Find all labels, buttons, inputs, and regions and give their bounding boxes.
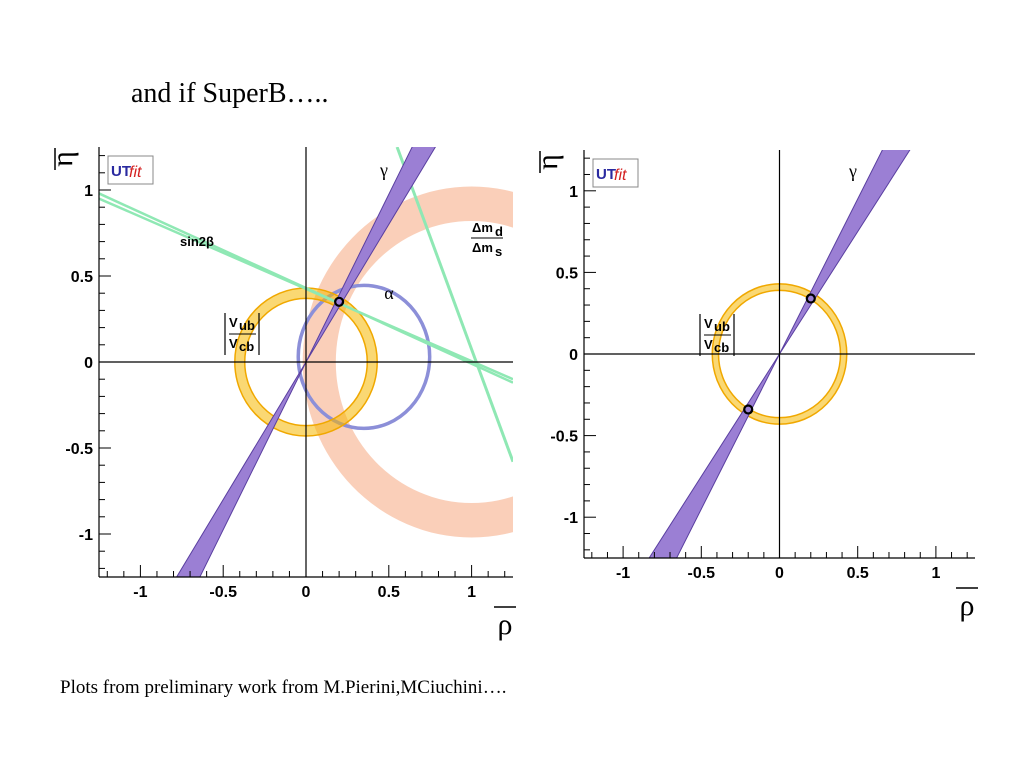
vub-ring-outer xyxy=(234,287,378,437)
gamma-band xyxy=(176,361,307,577)
x-tick-label: -0.5 xyxy=(688,565,716,582)
x-tick-label: 0.5 xyxy=(847,565,869,582)
y-tick-label: 0 xyxy=(84,355,93,372)
x-tick-label: 0 xyxy=(302,584,311,601)
logo-box xyxy=(592,158,639,188)
x-tick-label: 1 xyxy=(931,565,940,582)
sin2beta-line xyxy=(99,192,513,384)
vub-ring-inner xyxy=(717,289,842,419)
y-tick-label: 0 xyxy=(569,347,578,364)
gamma-band xyxy=(305,147,436,363)
logo-box xyxy=(107,155,154,185)
fit-point xyxy=(805,293,816,304)
vcb-label-v: V xyxy=(229,336,238,351)
sin2beta-line xyxy=(395,147,513,463)
x-tick-label: -1 xyxy=(133,584,147,601)
fit-point xyxy=(334,296,345,307)
vcb-label-v: V xyxy=(704,337,713,352)
dm-label-bot: Δm xyxy=(472,240,493,255)
vub-label-v: V xyxy=(704,316,713,331)
dm-ring xyxy=(302,186,513,538)
y-tick-label: 1 xyxy=(84,183,93,200)
logo-fit-text: fit xyxy=(614,167,627,184)
plot-area xyxy=(648,150,911,558)
x-axis-label: ρ xyxy=(960,589,975,622)
alpha-label: α xyxy=(384,283,394,303)
vcb-label-sub: cb xyxy=(239,339,254,354)
logo-fit-text: fit xyxy=(129,164,142,181)
vub-ring-outer xyxy=(711,283,848,425)
sin2beta-line xyxy=(99,197,513,381)
logo-ut-text: UT xyxy=(596,166,616,183)
y-tick-label: 0.5 xyxy=(71,269,93,286)
y-tick-label: -0.5 xyxy=(65,441,93,458)
x-axis-label: ρ xyxy=(498,608,513,641)
plot-area xyxy=(99,147,513,577)
dm-label-sub-d: d xyxy=(495,224,503,239)
gamma-label: γ xyxy=(379,160,388,180)
y-tick-label: 0.5 xyxy=(556,265,578,282)
vcb-label-sub: cb xyxy=(714,340,729,355)
vub-ring xyxy=(712,283,847,425)
x-tick-label: 0.5 xyxy=(378,584,400,601)
x-tick-label: 1 xyxy=(467,584,476,601)
vub-ring-inner xyxy=(243,297,369,427)
slide-title: and if SuperB….. xyxy=(131,78,329,109)
slide-footer: Plots from preliminary work from M.Pieri… xyxy=(60,677,507,698)
x-tick-label: -0.5 xyxy=(209,584,237,601)
vub-ring xyxy=(234,288,378,436)
y-tick-label: 1 xyxy=(569,184,578,201)
y-tick-label: -0.5 xyxy=(550,429,578,446)
vub-label-sub: ub xyxy=(714,319,730,334)
vub-label-sub: ub xyxy=(239,318,255,333)
gamma-label: γ xyxy=(848,161,857,181)
logo-ut-text: UT xyxy=(111,163,131,180)
vub-label-v: V xyxy=(229,315,238,330)
dm-label-top: Δm xyxy=(472,220,493,235)
x-tick-label: -1 xyxy=(616,565,630,582)
y-tick-label: -1 xyxy=(564,510,578,527)
gamma-band xyxy=(779,150,911,355)
dm-label-sub-s: s xyxy=(495,244,502,259)
gamma-band xyxy=(648,353,780,558)
x-tick-label: 0 xyxy=(775,565,784,582)
y-tick-label: -1 xyxy=(79,527,93,544)
fit-point xyxy=(743,404,754,415)
y-axis-label: η xyxy=(531,154,564,170)
sin2beta-label: sin2β xyxy=(180,234,214,249)
y-axis-label: η xyxy=(46,151,79,167)
alpha-ring xyxy=(296,283,432,431)
